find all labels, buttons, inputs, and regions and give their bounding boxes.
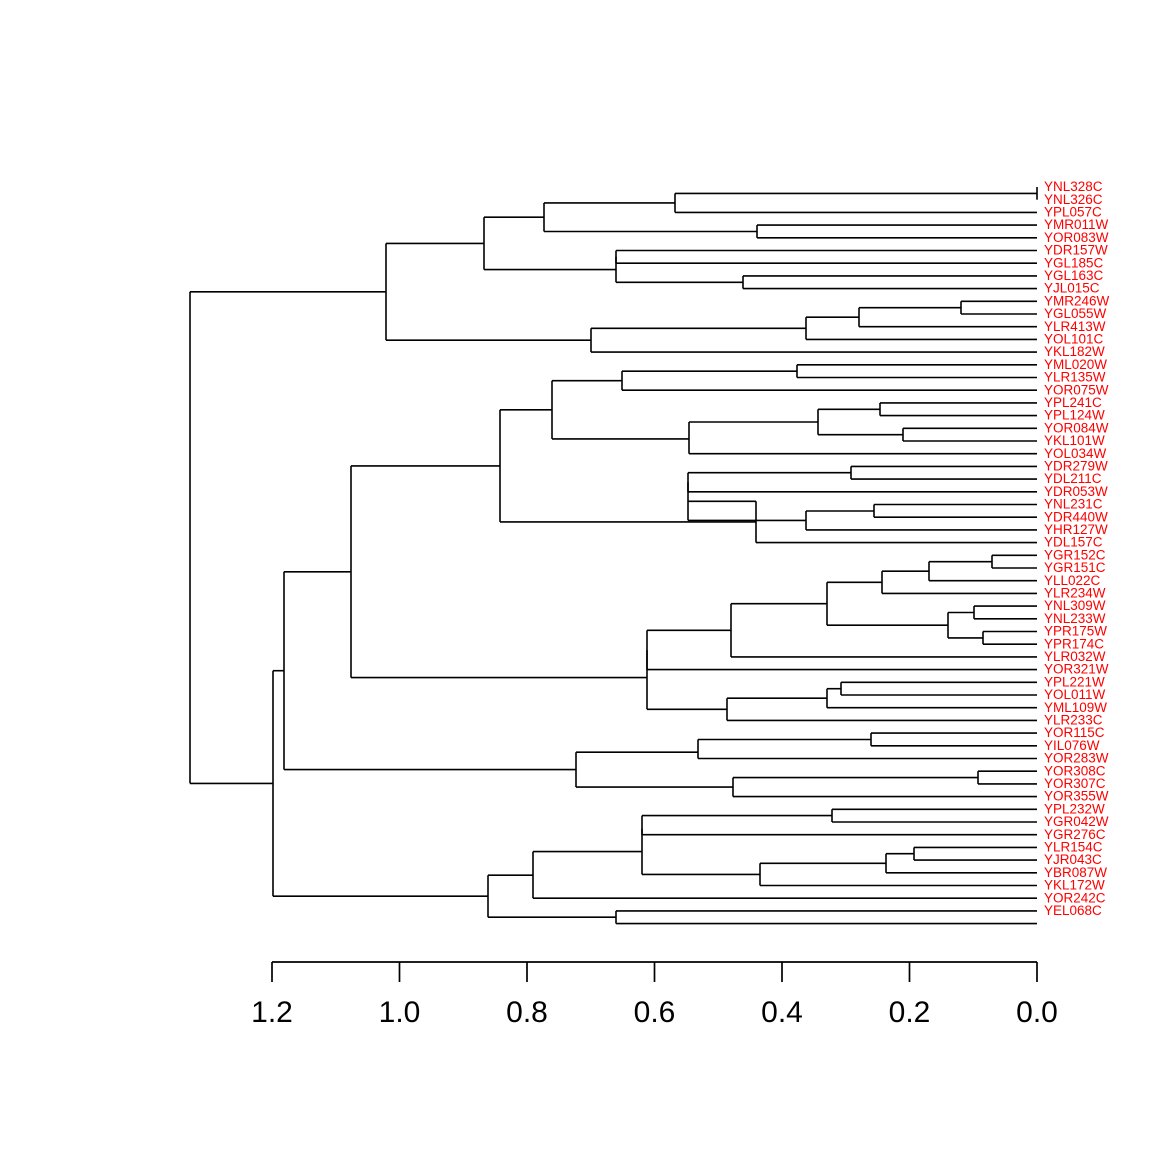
leaf-label: YPR175W (1044, 624, 1107, 639)
x-axis-tick-label: 0.4 (761, 996, 803, 1029)
leaf-label: YGL055W (1044, 306, 1107, 321)
leaf-label: YEL068C (1044, 903, 1102, 918)
leaf-label: YDR279W (1044, 458, 1108, 473)
leaf-label: YHR127W (1044, 522, 1108, 537)
leaf-label: YJR043C (1044, 852, 1102, 867)
x-axis-tick-label: 0.6 (634, 996, 676, 1029)
leaf-label: YLR234W (1044, 585, 1106, 600)
leaf-label: YOL034W (1044, 446, 1107, 461)
leaf-label: YGR152C (1044, 547, 1106, 562)
leaf-label: YGR276C (1044, 827, 1106, 842)
leaf-label: YJL015C (1044, 281, 1100, 296)
leaf-label: YGL185C (1044, 255, 1104, 270)
leaf-label: YOR355W (1044, 789, 1109, 804)
leaf-label: YIL076W (1044, 738, 1100, 753)
leaf-label: YOL011W (1044, 687, 1106, 702)
x-axis-tick-label: 0.8 (506, 996, 548, 1029)
leaf-label: YKL172W (1044, 878, 1105, 893)
dendrogram-leaf-labels: YNL328CYNL326CYPL057CYMR011WYOR083WYDR15… (1044, 179, 1110, 918)
leaf-label: YLR154C (1044, 839, 1103, 854)
leaf-label: YNL231C (1044, 497, 1103, 512)
leaf-label: YOR307C (1044, 776, 1106, 791)
leaf-label: YPL057C (1044, 204, 1102, 219)
leaf-label: YLL022C (1044, 573, 1101, 588)
leaf-label: YDL211C (1044, 471, 1102, 486)
leaf-label: YOR115C (1044, 725, 1105, 740)
leaf-label: YOR308C (1044, 763, 1106, 778)
leaf-label: YPR174C (1044, 636, 1104, 651)
leaf-label: YGL163C (1044, 268, 1104, 283)
leaf-label: YLR413W (1044, 319, 1106, 334)
dendrogram-branches (189, 187, 1038, 925)
leaf-label: YDL157C (1044, 535, 1103, 550)
leaf-label: YBR087W (1044, 865, 1107, 880)
leaf-label: YKL182W (1044, 344, 1105, 359)
leaf-label: YML020W (1044, 357, 1107, 372)
leaf-label: YPL241C (1044, 395, 1102, 410)
leaf-label: YLR233C (1044, 712, 1103, 727)
leaf-label: YOR242C (1044, 890, 1106, 905)
leaf-label: YML109W (1044, 700, 1107, 715)
leaf-label: YMR246W (1044, 293, 1110, 308)
leaf-label: YNL233W (1044, 611, 1106, 626)
leaf-label: YMR011W (1044, 217, 1109, 232)
leaf-label: YNL309W (1044, 598, 1106, 613)
leaf-label: YOR084W (1044, 420, 1109, 435)
leaf-label: YOL101C (1044, 331, 1104, 346)
x-axis-tick-label: 0.0 (1016, 996, 1058, 1029)
x-axis-tick-label: 0.2 (889, 996, 931, 1029)
leaf-label: YKL101W (1044, 433, 1105, 448)
leaf-label: YOR321W (1044, 662, 1109, 677)
leaf-label: YGR042W (1044, 814, 1109, 829)
leaf-label: YDR440W (1044, 509, 1108, 524)
leaf-label: YOR283W (1044, 751, 1109, 766)
x-axis: 1.2 1.0 0.8 0.6 0.4 0.2 0.0 (251, 961, 1058, 1029)
leaf-label: YPL221W (1044, 674, 1105, 689)
leaf-label: YPL232W (1044, 801, 1105, 816)
x-axis-tick-label: 1.0 (379, 996, 421, 1029)
leaf-label: YPL124W (1044, 408, 1105, 423)
leaf-label: YOR075W (1044, 382, 1109, 397)
leaf-label: YLR135W (1044, 370, 1106, 385)
leaf-label: YDR157W (1044, 243, 1108, 258)
leaf-label: YNL328C (1044, 179, 1103, 194)
leaf-label: YGR151C (1044, 560, 1106, 575)
leaf-label: YNL326C (1044, 192, 1103, 207)
leaf-label: YDR053W (1044, 484, 1108, 499)
leaf-label: YLR032W (1044, 649, 1106, 664)
leaf-label: YOR083W (1044, 230, 1109, 245)
x-axis-tick-label: 1.2 (251, 996, 293, 1029)
